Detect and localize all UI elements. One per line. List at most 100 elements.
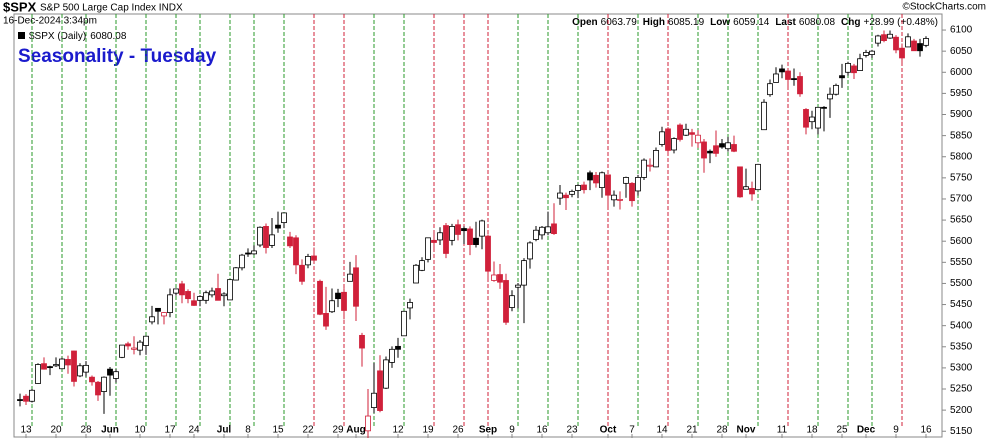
- candle-body: [515, 284, 521, 288]
- y-tick-label: 5200: [950, 405, 973, 416]
- candle-body: [251, 250, 257, 255]
- candle-body: [455, 224, 461, 235]
- quote: Open 6063.79 High 6085.19 Low 6059.14 Last 6080…: [572, 17, 938, 28]
- candle-body: [461, 228, 467, 232]
- quote-label: High: [643, 17, 665, 28]
- quote-value: 6063.79: [601, 17, 638, 28]
- candle-body: [911, 40, 917, 52]
- candle-body: [545, 226, 551, 234]
- candle-body: [149, 316, 155, 323]
- legend-swatch: [18, 32, 25, 39]
- x-tick-label: 12: [392, 425, 404, 436]
- candle-body: [83, 364, 89, 373]
- x-tick-label: 13: [20, 425, 32, 436]
- candle-body: [281, 212, 287, 224]
- timestamp: 16-Dec-2024 3:34pm: [3, 16, 97, 27]
- candle-body: [179, 283, 185, 296]
- candle-body: [743, 186, 749, 190]
- candle-body: [923, 38, 929, 46]
- candle-body: [203, 292, 209, 301]
- y-tick-label: 5850: [950, 130, 973, 141]
- x-tick-label: 9: [509, 425, 515, 436]
- candle-body: [695, 134, 701, 144]
- candle-body: [191, 300, 197, 306]
- candle-body: [119, 344, 125, 358]
- y-tick-label: 5800: [950, 151, 973, 162]
- candle-body: [839, 75, 845, 79]
- candle-body: [101, 376, 107, 392]
- candle-body: [275, 224, 281, 229]
- candle-body: [851, 65, 857, 74]
- candle-body: [857, 58, 863, 71]
- candle-body: [329, 300, 335, 313]
- candle-body: [419, 260, 425, 271]
- candle-body: [827, 93, 833, 100]
- quote-value: 6085.19: [668, 17, 705, 28]
- candle-body: [617, 198, 623, 201]
- candle-body: [797, 76, 803, 95]
- candle-body: [539, 226, 545, 236]
- candle-body: [917, 43, 923, 52]
- x-tick-label: 15: [272, 425, 284, 436]
- candle-body: [359, 334, 365, 349]
- candle-body: [689, 132, 695, 135]
- candle-body: [197, 296, 203, 301]
- candle-body: [347, 273, 353, 282]
- x-tick-label: 8: [245, 425, 251, 436]
- candle-body: [47, 366, 53, 369]
- candle-body: [527, 242, 533, 260]
- candle-body: [593, 174, 599, 184]
- candle-body: [269, 234, 275, 246]
- symbol: $SPX: [3, 0, 37, 14]
- candle-body: [107, 368, 113, 376]
- candle-body: [305, 256, 311, 266]
- y-tick-label: 5500: [950, 278, 973, 289]
- candle-body: [893, 36, 899, 51]
- x-tick-label: 21: [686, 425, 698, 436]
- y-tick-label: 5250: [950, 384, 973, 395]
- x-tick-label: 7: [629, 425, 635, 436]
- x-tick-label: Jun: [101, 425, 119, 436]
- candle-body: [407, 302, 413, 309]
- candle-body: [467, 228, 473, 245]
- candle-body: [575, 185, 581, 191]
- candle-body: [791, 78, 797, 81]
- candle-body: [683, 128, 689, 136]
- y-tick-label: 5600: [950, 236, 973, 247]
- x-tick-label: 9: [893, 425, 899, 436]
- candle-body: [35, 364, 41, 384]
- candle-body: [623, 177, 629, 184]
- y-tick-label: 5400: [950, 320, 973, 331]
- y-tick-label: 5750: [950, 172, 973, 183]
- candle-body: [65, 359, 71, 366]
- candle-body: [581, 184, 587, 191]
- candle-body: [863, 52, 869, 56]
- candle-body: [569, 190, 575, 195]
- candle-body: [95, 381, 101, 396]
- candle-body: [809, 116, 815, 123]
- candle-body: [371, 392, 377, 408]
- candle-body: [737, 166, 743, 198]
- candle-body: [821, 106, 827, 109]
- x-tick-label: 20: [50, 425, 62, 436]
- x-tick-label: 26: [452, 425, 464, 436]
- candle-body: [479, 220, 485, 237]
- candle-body: [605, 174, 611, 196]
- x-tick-label: Aug: [346, 425, 365, 436]
- candle-body: [731, 144, 737, 152]
- candle-body: [677, 124, 683, 140]
- candle-body: [881, 34, 887, 42]
- candle-body: [437, 232, 443, 241]
- candle-body: [767, 83, 773, 96]
- candle-body: [131, 347, 137, 350]
- candle-body: [845, 63, 851, 73]
- candle-body: [89, 376, 95, 383]
- candle-body: [647, 164, 653, 167]
- candle-body: [491, 274, 497, 281]
- candle-body: [113, 371, 119, 379]
- quote-value: 6059.14: [733, 17, 770, 28]
- candle-body: [383, 359, 389, 389]
- candle-body: [431, 239, 437, 243]
- y-tick-label: 5150: [950, 426, 973, 437]
- candle-body: [659, 131, 665, 145]
